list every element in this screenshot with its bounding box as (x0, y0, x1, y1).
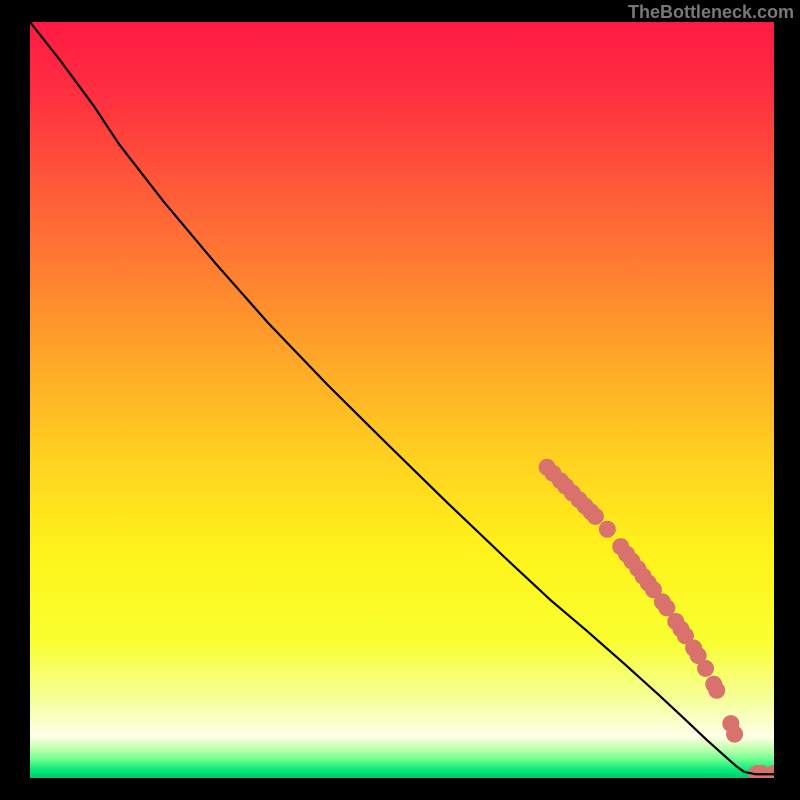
attribution-text: TheBottleneck.com (628, 2, 794, 23)
chart-container: TheBottleneck.com (0, 0, 800, 800)
data-point (708, 682, 725, 699)
data-point (587, 508, 604, 525)
data-point (726, 726, 743, 743)
gradient-background (30, 22, 774, 778)
chart-svg (30, 22, 774, 778)
data-point (599, 521, 616, 538)
data-point (697, 660, 714, 677)
plot-area (30, 22, 774, 778)
